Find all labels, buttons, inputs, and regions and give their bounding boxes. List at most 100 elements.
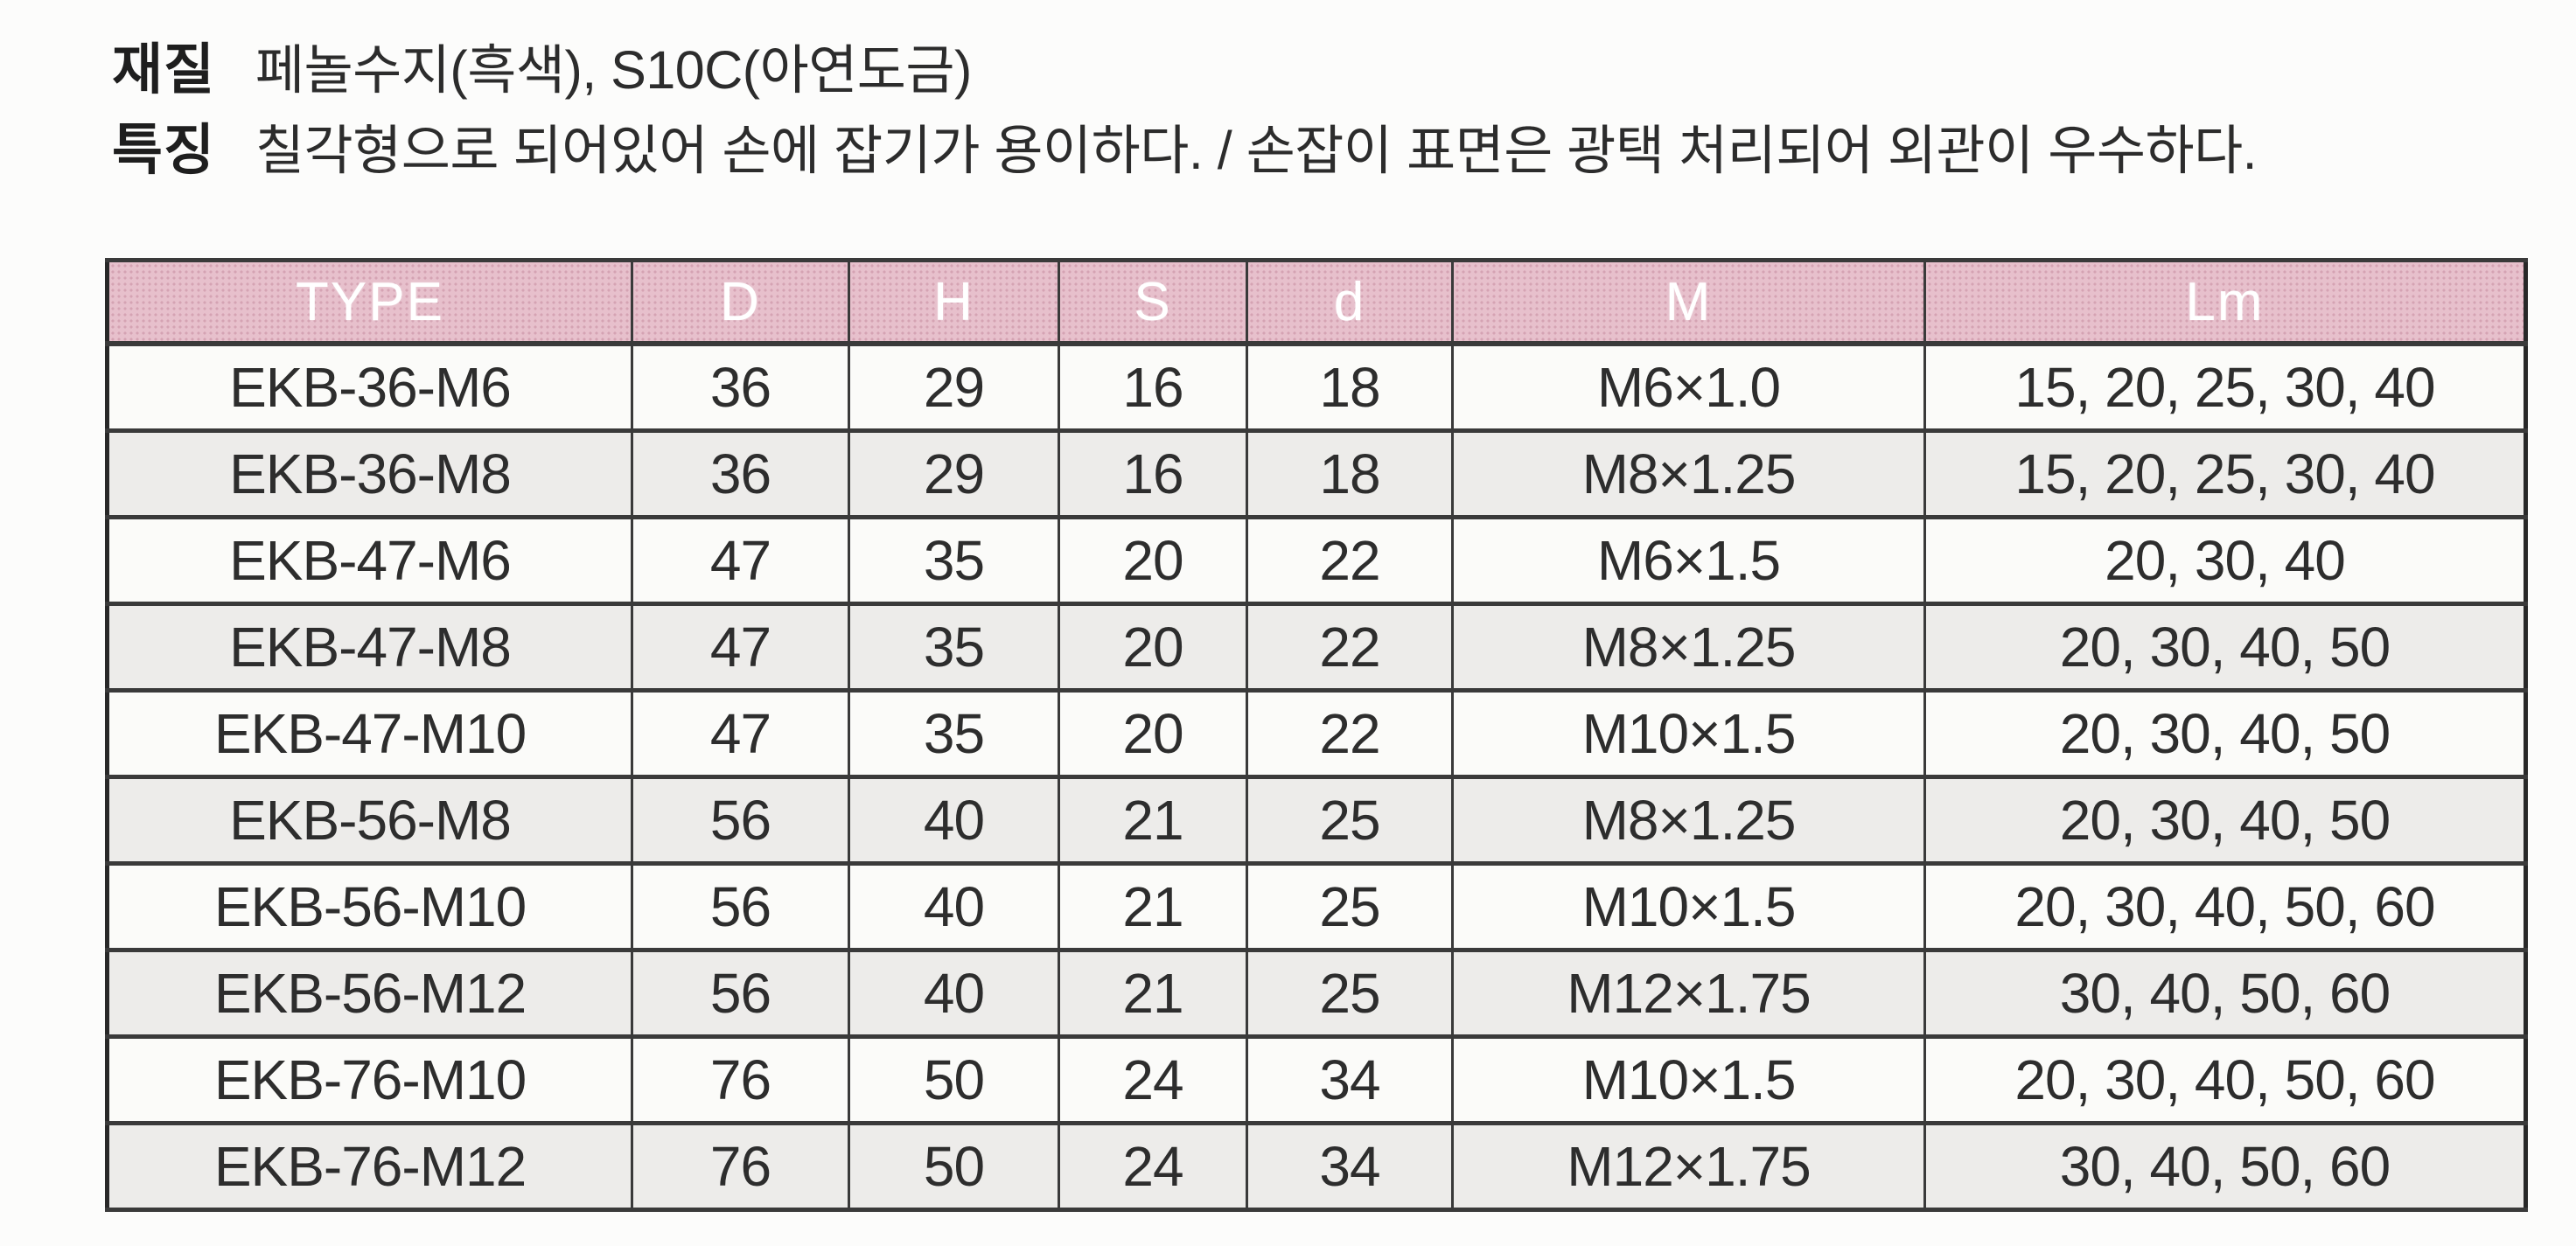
cell-type: EKB-56-M8 [106, 775, 633, 866]
column-header-m: M [1451, 258, 1926, 346]
cell-m: M10×1.5 [1451, 1034, 1926, 1125]
cell-s: 24 [1058, 1121, 1248, 1212]
cell-m: M10×1.5 [1451, 861, 1926, 952]
cell-lm: 20, 30, 40, 50 [1923, 602, 2527, 693]
cell-lm: 20, 30, 40, 50 [1923, 688, 2527, 779]
cell-d: 22 [1246, 688, 1454, 779]
table-row: EKB-36-M8 36 29 16 18 M8×1.25 15, 20, 25, 30, … [106, 428, 2527, 519]
table-row: EKB-76-M12 76 50 24 34 M12×1.75 30, 40, 50, 60 [106, 1121, 2527, 1212]
cell-h: 35 [848, 688, 1060, 779]
table-row: EKB-47-M6 47 35 20 22 M6×1.5 20, 30, 40 [106, 515, 2527, 606]
spec-table-body: EKB-36-M6 36 29 16 18 M6×1.0 15, 20, 25, 30, 4… [106, 341, 2527, 1212]
cell-s: 21 [1058, 948, 1248, 1039]
table-row: EKB-56-M12 56 40 21 25 M12×1.75 30, 40, 50, 60 [106, 948, 2527, 1039]
cell-h: 50 [848, 1034, 1060, 1125]
table-row: EKB-56-M10 56 40 21 25 M10×1.5 20, 30, 40, 50,… [106, 861, 2527, 952]
cell-d-outer: 36 [631, 428, 850, 519]
table-row: EKB-56-M8 56 40 21 25 M8×1.25 20, 30, 40, 50 [106, 775, 2527, 866]
cell-d-outer: 56 [631, 948, 850, 1039]
product-info: 재질 페놀수지(흑색), S10C(아연도금) 특징 칠각형으로 되어있어 손에… [112, 30, 2258, 191]
cell-d-outer: 56 [631, 775, 850, 866]
column-header-type: TYPE [106, 258, 633, 346]
cell-d: 25 [1246, 775, 1454, 866]
cell-type: EKB-76-M10 [106, 1034, 633, 1125]
cell-m: M8×1.25 [1451, 428, 1926, 519]
cell-d: 18 [1246, 428, 1454, 519]
features-label: 특징 [112, 120, 215, 181]
material-value: 페놀수지(흑색), S10C(아연도금) [255, 40, 972, 100]
cell-h: 35 [848, 602, 1060, 693]
cell-d-outer: 56 [631, 861, 850, 952]
cell-m: M6×1.5 [1451, 515, 1926, 606]
material-label: 재질 [112, 39, 215, 101]
cell-d: 34 [1246, 1121, 1454, 1212]
cell-s: 16 [1058, 341, 1248, 433]
cell-type: EKB-47-M8 [106, 602, 633, 693]
column-header-h: H [848, 258, 1060, 346]
cell-type: EKB-47-M10 [106, 688, 633, 779]
cell-m: M12×1.75 [1451, 948, 1926, 1039]
features-line: 특징 칠각형으로 되어있어 손에 잡기가 용이하다. / 손잡이 표면은 광택 … [112, 110, 2258, 191]
cell-h: 29 [848, 341, 1060, 433]
cell-d-outer: 76 [631, 1121, 850, 1212]
cell-lm: 20, 30, 40 [1923, 515, 2527, 606]
table-row: EKB-47-M8 47 35 20 22 M8×1.25 20, 30, 40, 50 [106, 602, 2527, 693]
cell-m: M6×1.0 [1451, 341, 1926, 433]
cell-lm: 20, 30, 40, 50, 60 [1923, 861, 2527, 952]
cell-s: 20 [1058, 688, 1248, 779]
cell-h: 29 [848, 428, 1060, 519]
cell-h: 40 [848, 948, 1060, 1039]
features-value: 칠각형으로 되어있어 손에 잡기가 용이하다. / 손잡이 표면은 광택 처리되… [255, 121, 2258, 180]
table-row: EKB-76-M10 76 50 24 34 M10×1.5 20, 30, 40, 50,… [106, 1034, 2527, 1125]
cell-d: 25 [1246, 948, 1454, 1039]
cell-d: 22 [1246, 602, 1454, 693]
cell-d: 25 [1246, 861, 1454, 952]
cell-h: 50 [848, 1121, 1060, 1212]
cell-type: EKB-76-M12 [106, 1121, 633, 1212]
cell-s: 20 [1058, 515, 1248, 606]
table-row: EKB-47-M10 47 35 20 22 M10×1.5 20, 30, 40, 50 [106, 688, 2527, 779]
column-header-s: S [1058, 258, 1248, 346]
cell-type: EKB-47-M6 [106, 515, 633, 606]
cell-m: M8×1.25 [1451, 775, 1926, 866]
cell-lm: 15, 20, 25, 30, 40 [1923, 428, 2527, 519]
cell-type: EKB-36-M6 [106, 341, 633, 433]
cell-s: 21 [1058, 775, 1248, 866]
cell-d-outer: 36 [631, 341, 850, 433]
cell-s: 16 [1058, 428, 1248, 519]
cell-d-outer: 76 [631, 1034, 850, 1125]
cell-m: M12×1.75 [1451, 1121, 1926, 1212]
cell-lm: 20, 30, 40, 50 [1923, 775, 2527, 866]
cell-lm: 20, 30, 40, 50, 60 [1923, 1034, 2527, 1125]
cell-type: EKB-56-M12 [106, 948, 633, 1039]
cell-type: EKB-56-M10 [106, 861, 633, 952]
cell-s: 21 [1058, 861, 1248, 952]
cell-d: 34 [1246, 1034, 1454, 1125]
cell-lm: 30, 40, 50, 60 [1923, 1121, 2527, 1212]
cell-type: EKB-36-M8 [106, 428, 633, 519]
cell-d: 22 [1246, 515, 1454, 606]
material-line: 재질 페놀수지(흑색), S10C(아연도금) [112, 30, 2257, 110]
cell-lm: 30, 40, 50, 60 [1923, 948, 2527, 1039]
cell-lm: 15, 20, 25, 30, 40 [1923, 341, 2527, 433]
cell-h: 40 [848, 775, 1060, 866]
cell-d-outer: 47 [631, 602, 850, 693]
cell-d-outer: 47 [631, 688, 850, 779]
cell-d-outer: 47 [631, 515, 850, 606]
cell-d: 18 [1246, 341, 1454, 433]
column-header-d: d [1246, 258, 1454, 346]
cell-s: 24 [1058, 1034, 1248, 1125]
column-header-d-outer: D [631, 258, 850, 346]
cell-m: M8×1.25 [1451, 602, 1926, 693]
cell-h: 40 [848, 861, 1060, 952]
column-header-lm: Lm [1923, 258, 2527, 346]
cell-m: M10×1.5 [1451, 688, 1926, 779]
table-row: EKB-36-M6 36 29 16 18 M6×1.0 15, 20, 25, 30, 4… [106, 341, 2527, 433]
cell-s: 20 [1058, 602, 1248, 693]
cell-h: 35 [848, 515, 1060, 606]
